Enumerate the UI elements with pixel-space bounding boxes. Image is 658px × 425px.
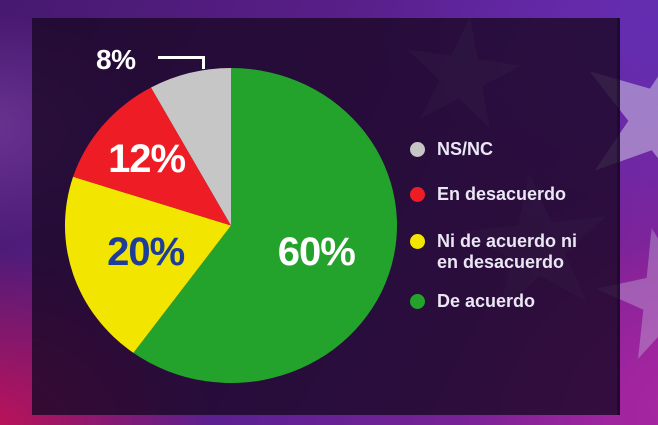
legend-item-de-acuerdo: De acuerdo xyxy=(410,291,587,312)
slice-label-en-desacuerdo: 12% xyxy=(108,137,185,181)
legend-dot-green xyxy=(410,294,425,309)
legend-dot-gray xyxy=(410,142,425,157)
slice-label-de-acuerdo: 60% xyxy=(278,230,355,274)
label-connector-horizontal xyxy=(158,56,205,59)
pie-slice-ni-de-acuerdo-ni-en-desacuerdo xyxy=(64,176,231,353)
legend-label: NS/NC xyxy=(437,139,494,159)
pie-slice-ns-nc xyxy=(151,68,231,226)
legend-item-en-desacuerdo: En desacuerdo xyxy=(410,184,587,205)
label-connector-vertical xyxy=(202,56,205,69)
legend-label: De acuerdo xyxy=(437,291,536,311)
legend-item-ni-de-acuerdo: Ni de acuerdo ni en desacuerdo xyxy=(410,231,587,273)
slice-label-ni-de-acuerdo-ni-en-desacuerdo: 20% xyxy=(107,230,184,274)
legend-label: Ni de acuerdo ni en desacuerdo xyxy=(437,231,578,272)
legend-dot-red xyxy=(410,187,425,202)
legend-label: En desacuerdo xyxy=(437,184,567,204)
legend-item-nsnc: NS/NC xyxy=(410,139,587,160)
pie-slice-de-acuerdo xyxy=(133,68,398,383)
legend-dot-yellow xyxy=(410,234,425,249)
slice-label-nsnc: 8% xyxy=(96,44,136,75)
pie-slice-en-desacuerdo xyxy=(73,87,231,226)
